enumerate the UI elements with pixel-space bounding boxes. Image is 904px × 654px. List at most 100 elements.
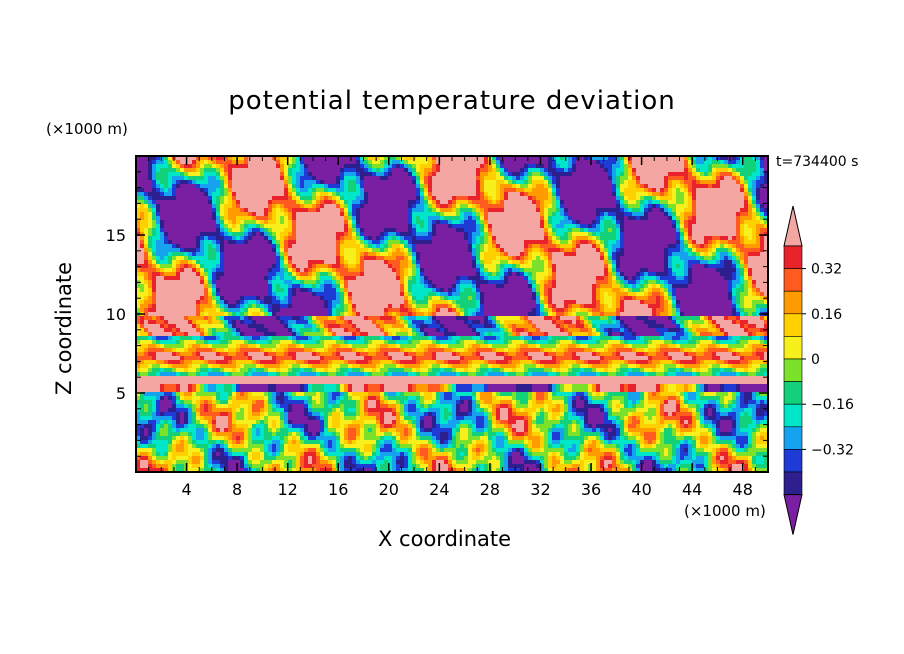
field-cell [532, 320, 553, 325]
field-cell [332, 336, 341, 341]
field-cell [660, 284, 665, 289]
field-cell [672, 284, 689, 289]
field-cell [716, 352, 733, 357]
field-cell [736, 156, 741, 161]
field-cell [744, 296, 761, 301]
field-cell [160, 364, 169, 369]
field-cell [732, 260, 737, 265]
field-cell [648, 292, 653, 297]
field-cell [612, 272, 617, 277]
field-cell [148, 228, 153, 233]
field-cell [756, 208, 761, 213]
field-cell [340, 240, 345, 245]
field-cell [548, 276, 553, 281]
field-cell [628, 280, 637, 285]
field-cell [540, 336, 549, 341]
field-cell [136, 320, 141, 325]
field-cell [256, 360, 261, 365]
field-cell [664, 364, 677, 369]
field-cell [552, 320, 557, 325]
field-cell [696, 384, 701, 389]
field-cell [200, 164, 205, 169]
field-cell [228, 156, 233, 161]
field-cell [284, 176, 289, 181]
field-cell [436, 160, 485, 165]
field-cell [620, 332, 625, 337]
field-cell [384, 248, 389, 253]
field-cell [140, 224, 149, 229]
field-cell [720, 240, 729, 245]
field-cell [436, 396, 441, 401]
field-cell [176, 408, 189, 413]
field-cell [204, 240, 213, 245]
field-cell [692, 348, 697, 353]
field-cell [500, 408, 509, 413]
field-cell [152, 232, 157, 237]
field-cell [300, 204, 305, 209]
field-cell [368, 392, 381, 397]
field-cell [480, 180, 485, 185]
field-cell [576, 320, 581, 325]
field-cell [216, 220, 221, 225]
field-cell [764, 172, 768, 177]
field-cell [520, 176, 525, 181]
field-cell [656, 364, 661, 369]
field-cell [384, 256, 397, 261]
field-cell [232, 232, 245, 237]
field-cell [580, 320, 585, 325]
field-cell [604, 368, 609, 373]
field-cell [752, 200, 757, 205]
field-cell [568, 344, 577, 349]
field-cell [588, 384, 593, 389]
field-cell [248, 308, 261, 313]
field-cell [272, 264, 277, 269]
field-cell [524, 256, 529, 261]
field-cell [180, 164, 185, 169]
field-cell [608, 268, 613, 273]
field-cell [368, 340, 373, 345]
field-cell [332, 280, 337, 285]
field-cell [284, 408, 289, 413]
field-cell [716, 344, 721, 349]
field-cell [256, 216, 269, 221]
field-cell [744, 356, 761, 361]
field-cell [644, 200, 649, 205]
field-cell [696, 192, 745, 197]
field-cell [604, 344, 609, 349]
field-cell [344, 292, 349, 297]
field-cell [504, 348, 509, 353]
field-cell [304, 164, 309, 169]
field-cell [344, 304, 349, 309]
field-cell [524, 276, 529, 281]
field-cell [688, 264, 693, 269]
field-cell [216, 384, 225, 389]
field-cell [268, 392, 273, 397]
field-cell [156, 276, 165, 281]
field-cell [432, 336, 437, 341]
field-cell [144, 212, 149, 217]
field-cell [608, 360, 613, 365]
field-cell [212, 276, 217, 281]
field-cell [508, 408, 513, 413]
field-cell [316, 320, 321, 325]
field-cell [488, 240, 493, 245]
field-cell [432, 156, 437, 161]
field-cell [616, 296, 621, 301]
field-cell [636, 384, 657, 389]
field-cell [544, 392, 549, 397]
field-cell [476, 260, 481, 265]
field-cell [440, 384, 445, 389]
field-cell [164, 228, 217, 233]
field-cell [316, 352, 321, 357]
field-cell [276, 384, 301, 389]
field-cell [688, 340, 697, 345]
field-cell [600, 336, 613, 341]
field-cell [676, 296, 729, 301]
field-cell [608, 244, 613, 249]
field-cell [148, 252, 153, 257]
field-cell [740, 256, 745, 261]
field-cell [712, 164, 729, 169]
field-cell [216, 268, 225, 273]
field-cell [268, 352, 277, 357]
field-cell [380, 400, 385, 405]
